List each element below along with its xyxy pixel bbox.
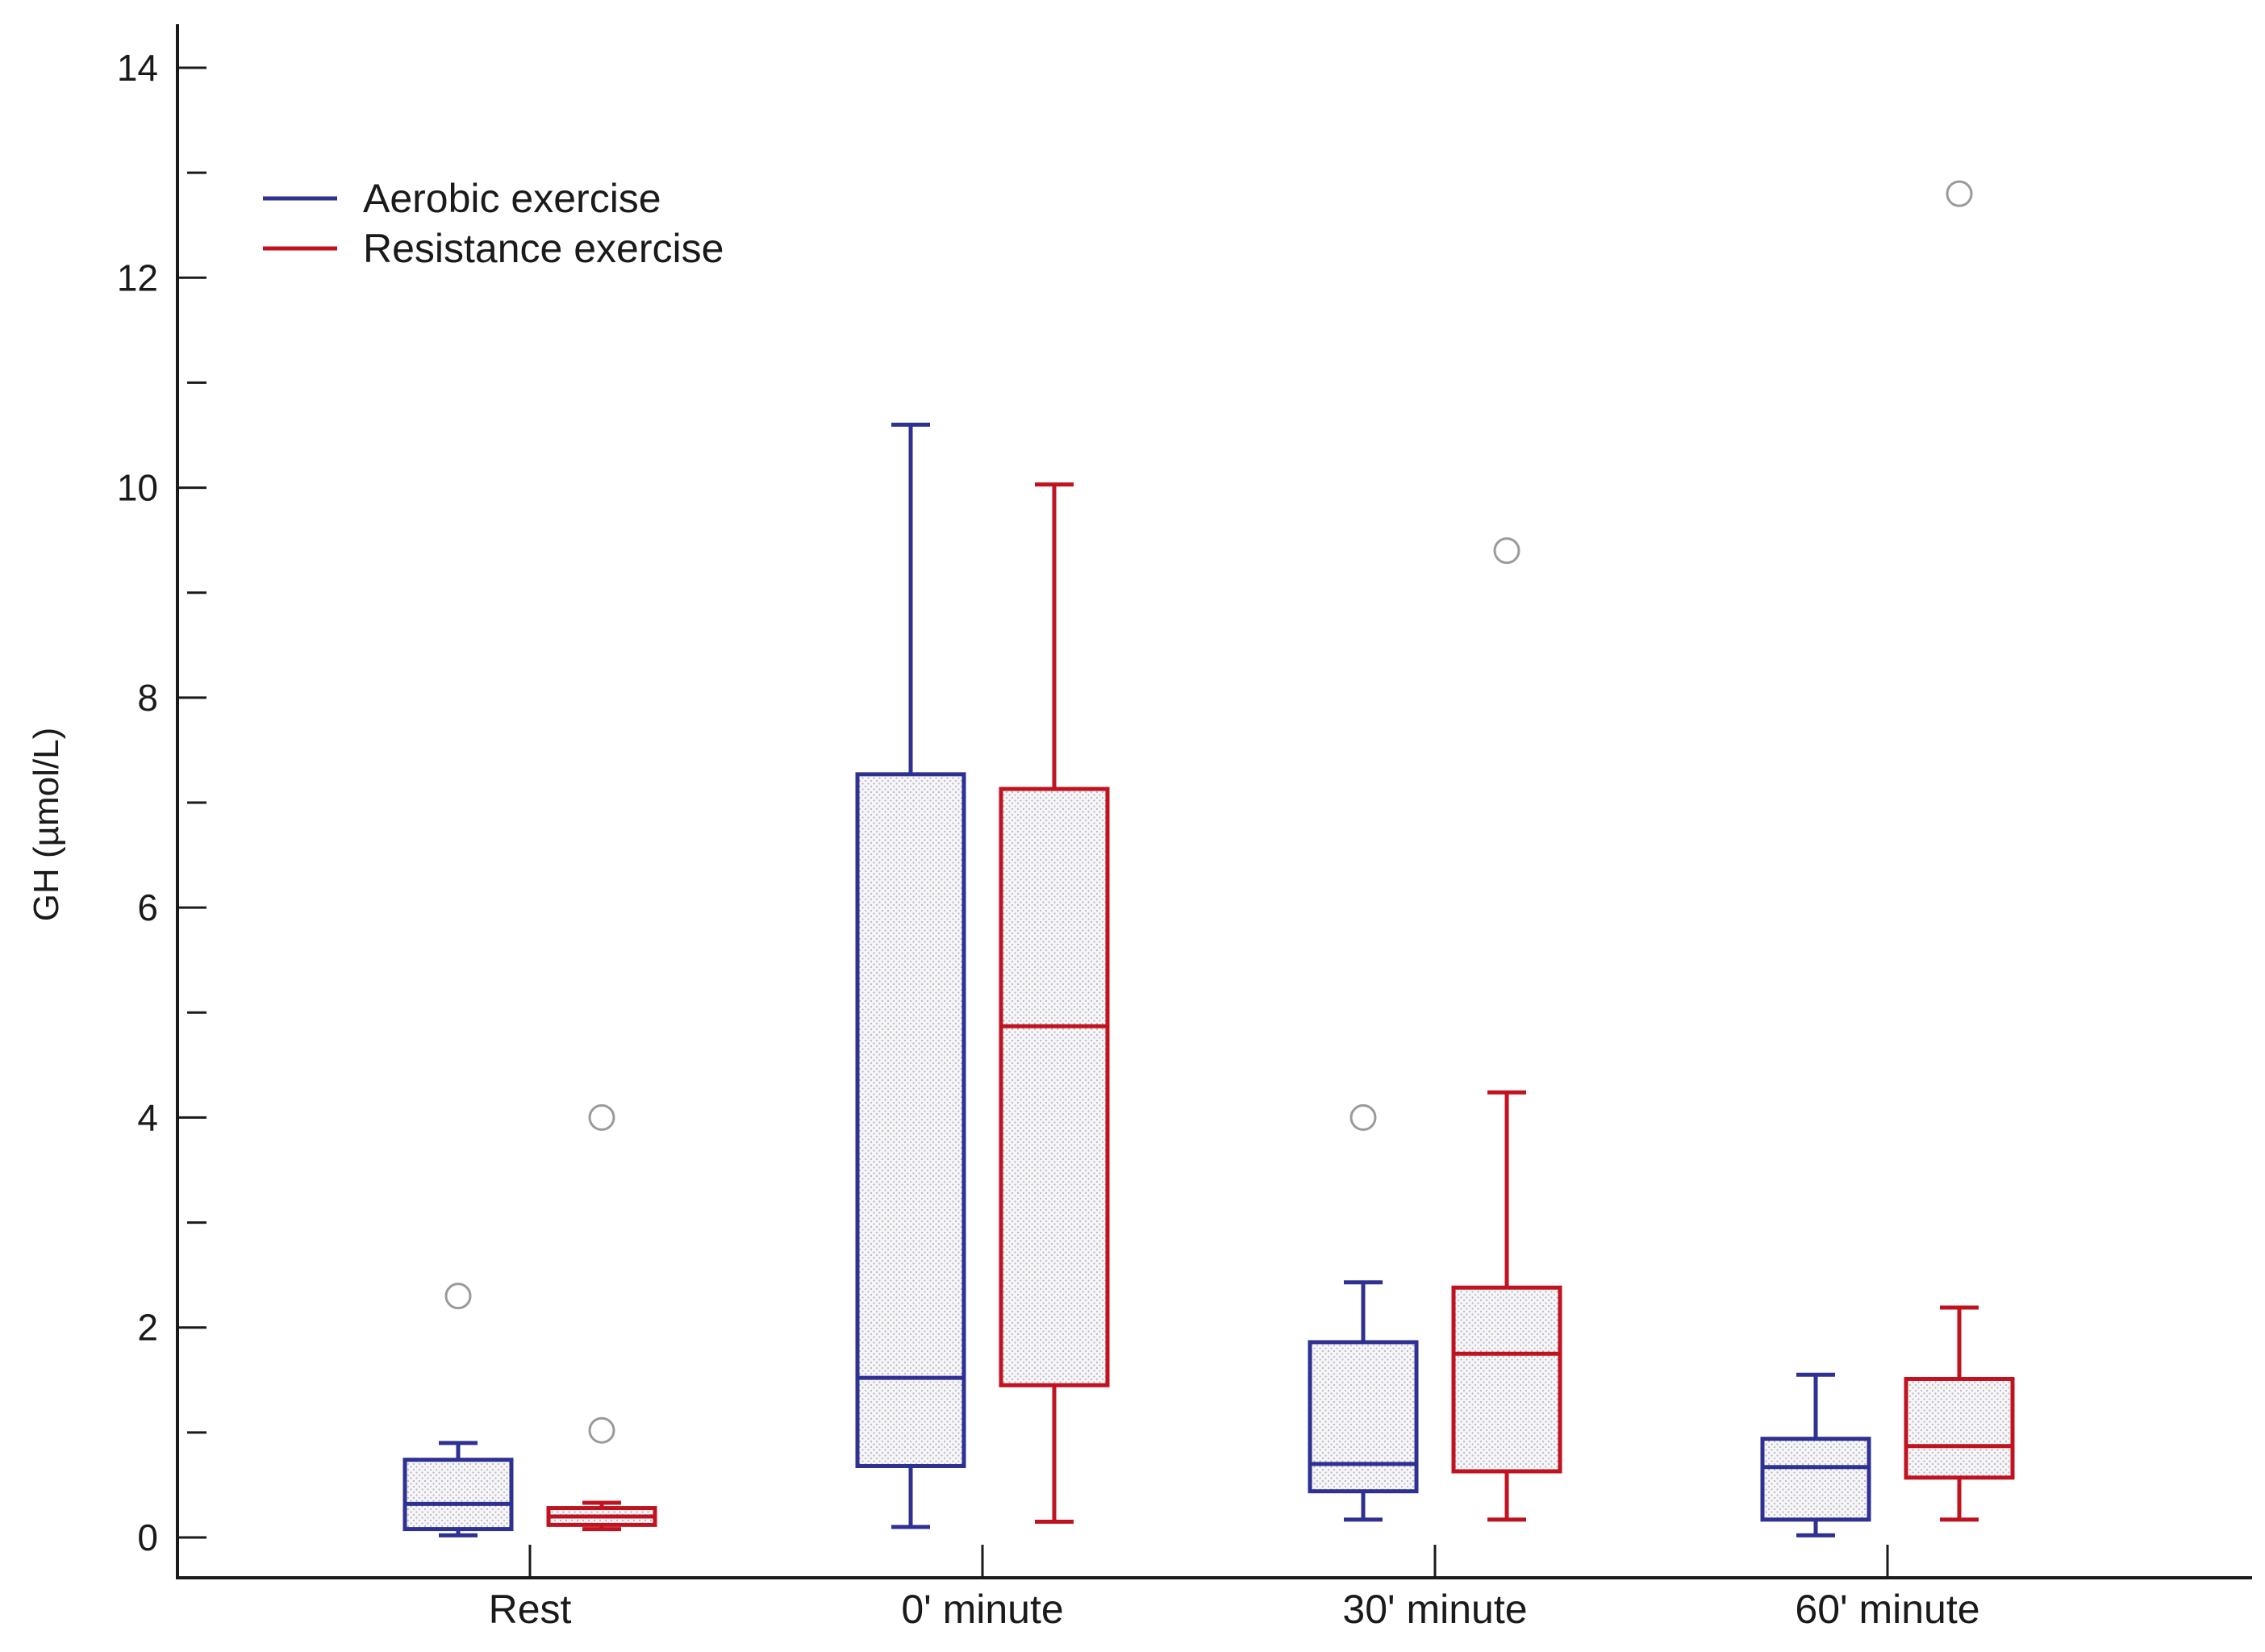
x-tick-label-0-minute: 0' minute [901, 1587, 1063, 1632]
x-tick-label-rest: Rest [489, 1587, 572, 1632]
box-iqr [1904, 1376, 2015, 1480]
outlier-point-2 [588, 1416, 615, 1444]
x-axis-ticks: Rest 0' minute 30' minute 60' minute [489, 1545, 1980, 1632]
y-tick-label-8: 8 [137, 677, 158, 719]
y-tick-label-10: 10 [117, 467, 158, 509]
box-aerobic-exercise-60-minute [1760, 1372, 1871, 1537]
box-iqr [855, 772, 966, 1469]
axes [176, 24, 2252, 1579]
y-axis-title: GH (µmol/L) [27, 728, 66, 921]
legend-label: Aerobic exercise [363, 176, 661, 221]
box-resistance-exercise-rest [546, 1103, 657, 1532]
outlier-point-1 [588, 1103, 615, 1131]
y-tick-label-6: 6 [137, 886, 158, 928]
box-resistance-exercise-30-minute [1451, 537, 1562, 1522]
outlier-point-1 [1349, 1103, 1377, 1131]
y-tick-label-14: 14 [117, 47, 158, 89]
box-iqr [1451, 1285, 1562, 1474]
series-resistance-exercise [546, 180, 2015, 1532]
legend: Aerobic exercise Resistance exercise [263, 176, 724, 271]
box-iqr [1308, 1340, 1419, 1494]
box-iqr [999, 786, 1110, 1387]
box-resistance-exercise-0-minute [999, 482, 1110, 1524]
y-tick-label-12: 12 [117, 257, 158, 298]
y-tick-label-4: 4 [137, 1096, 158, 1138]
y-tick-label-2: 2 [137, 1307, 158, 1349]
series-aerobic-exercise [403, 422, 1871, 1537]
y-axis-ticks: 0 2 4 6 8 10 12 14 [117, 47, 206, 1558]
x-tick-label-60-minute: 60' minute [1795, 1587, 1979, 1632]
legend-item-aerobic-exercise: Aerobic exercise [263, 176, 661, 221]
outlier-point-1 [444, 1283, 472, 1310]
y-tick-label-0: 0 [137, 1516, 158, 1558]
box-resistance-exercise-60-minute [1904, 180, 2015, 1522]
legend-item-resistance-exercise: Resistance exercise [263, 226, 724, 271]
outlier-point-1 [1946, 180, 1973, 207]
box-aerobic-exercise-0-minute [855, 422, 966, 1529]
box-aerobic-exercise-30-minute [1308, 1103, 1419, 1522]
box-series [403, 180, 2015, 1537]
box-iqr [1760, 1437, 1871, 1522]
legend-label: Resistance exercise [363, 226, 724, 271]
box-aerobic-exercise-rest [403, 1283, 514, 1537]
outlier-point-1 [1493, 537, 1520, 565]
box-iqr [403, 1458, 514, 1532]
x-tick-label-30-minute: 30' minute [1342, 1587, 1527, 1632]
